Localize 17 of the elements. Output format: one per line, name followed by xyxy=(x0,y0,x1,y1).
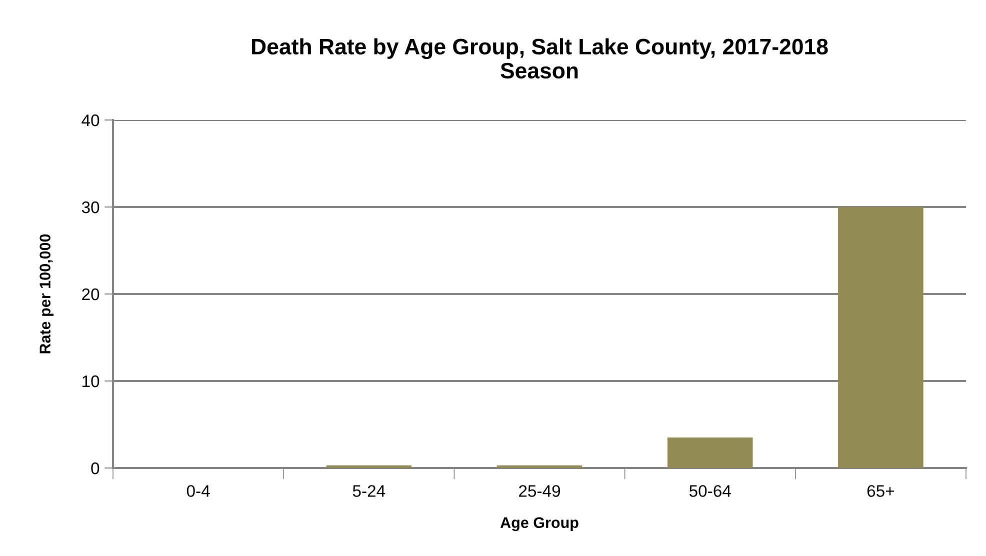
chart-title: Death Rate by Age Group, Salt Lake County, 2017-2018 Season xyxy=(252,38,828,79)
y-tick-label: 0 xyxy=(91,462,100,474)
bar xyxy=(667,438,753,468)
y-tick-label: 40 xyxy=(82,114,100,126)
x-tick-label: 25-49 xyxy=(519,485,560,497)
y-tick-label: 30 xyxy=(82,201,100,214)
y-tick-label: 10 xyxy=(82,375,100,388)
y-axis-title: Rate per 100,000 xyxy=(40,234,54,354)
y-tick-label: 20 xyxy=(82,288,100,300)
x-tick-label: 0-4 xyxy=(186,485,210,497)
x-tick-label: 50-64 xyxy=(689,485,731,497)
bar xyxy=(838,207,924,468)
bar xyxy=(496,465,582,468)
x-axis-title: Age Group xyxy=(500,517,578,532)
bar xyxy=(326,465,412,468)
x-tick-label: 65+ xyxy=(867,485,894,497)
x-tick-label: 5-24 xyxy=(352,485,386,497)
